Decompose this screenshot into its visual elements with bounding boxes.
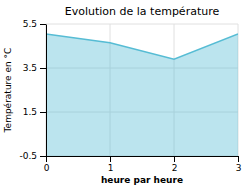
y-tick: 5.5 (23, 19, 46, 29)
x-tick-label: 3 (236, 163, 242, 173)
grid (46, 24, 238, 156)
y-tick-label: -0.5 (19, 151, 37, 161)
x-tick: 2 (172, 156, 178, 173)
y-tick-mark (40, 112, 46, 113)
y-tick-mark (40, 156, 46, 157)
grid-line-y (46, 24, 238, 25)
y-axis-title: Température en °C (3, 48, 13, 134)
x-tick-mark (238, 156, 239, 162)
line (46, 34, 238, 59)
x-tick-mark (110, 156, 111, 162)
chart-container: 0 1 2 3 -0.5 1.5 3.5 5.5 Evolution de la tempéra… (0, 0, 250, 188)
y-axis: -0.5 1.5 3.5 5.5 (19, 19, 46, 161)
chart-svg: 0 1 2 3 -0.5 1.5 3.5 5.5 Evolution de la tempéra… (0, 0, 250, 188)
y-tick-label: 1.5 (23, 107, 37, 117)
x-tick-label: 1 (108, 163, 114, 173)
plot: 0 1 2 3 -0.5 1.5 3.5 5.5 (19, 19, 241, 173)
x-tick-label: 2 (172, 163, 178, 173)
title: Evolution de la température (65, 5, 220, 18)
y-tick: 3.5 (23, 63, 46, 73)
y-tick: -0.5 (19, 151, 46, 161)
y-tick-mark (40, 24, 46, 25)
x-tick: 3 (236, 156, 242, 173)
x-tick-mark (174, 156, 175, 162)
x-tick: 0 (44, 156, 50, 173)
y-tick-label: 5.5 (23, 19, 37, 29)
x-tick-label: 0 (44, 163, 50, 173)
area (46, 34, 238, 156)
x-tick: 1 (108, 156, 114, 173)
x-axis-title: heure par heure (101, 175, 183, 185)
grid-line-x (46, 24, 47, 156)
x-axis-line (47, 156, 239, 157)
marks (46, 34, 238, 156)
y-tick: 1.5 (23, 107, 46, 117)
y-tick-label: 3.5 (23, 63, 37, 73)
y-axis-line (46, 25, 47, 157)
x-axis: 0 1 2 3 (44, 156, 242, 173)
x-tick-mark (46, 156, 47, 162)
y-tick-mark (40, 68, 46, 69)
